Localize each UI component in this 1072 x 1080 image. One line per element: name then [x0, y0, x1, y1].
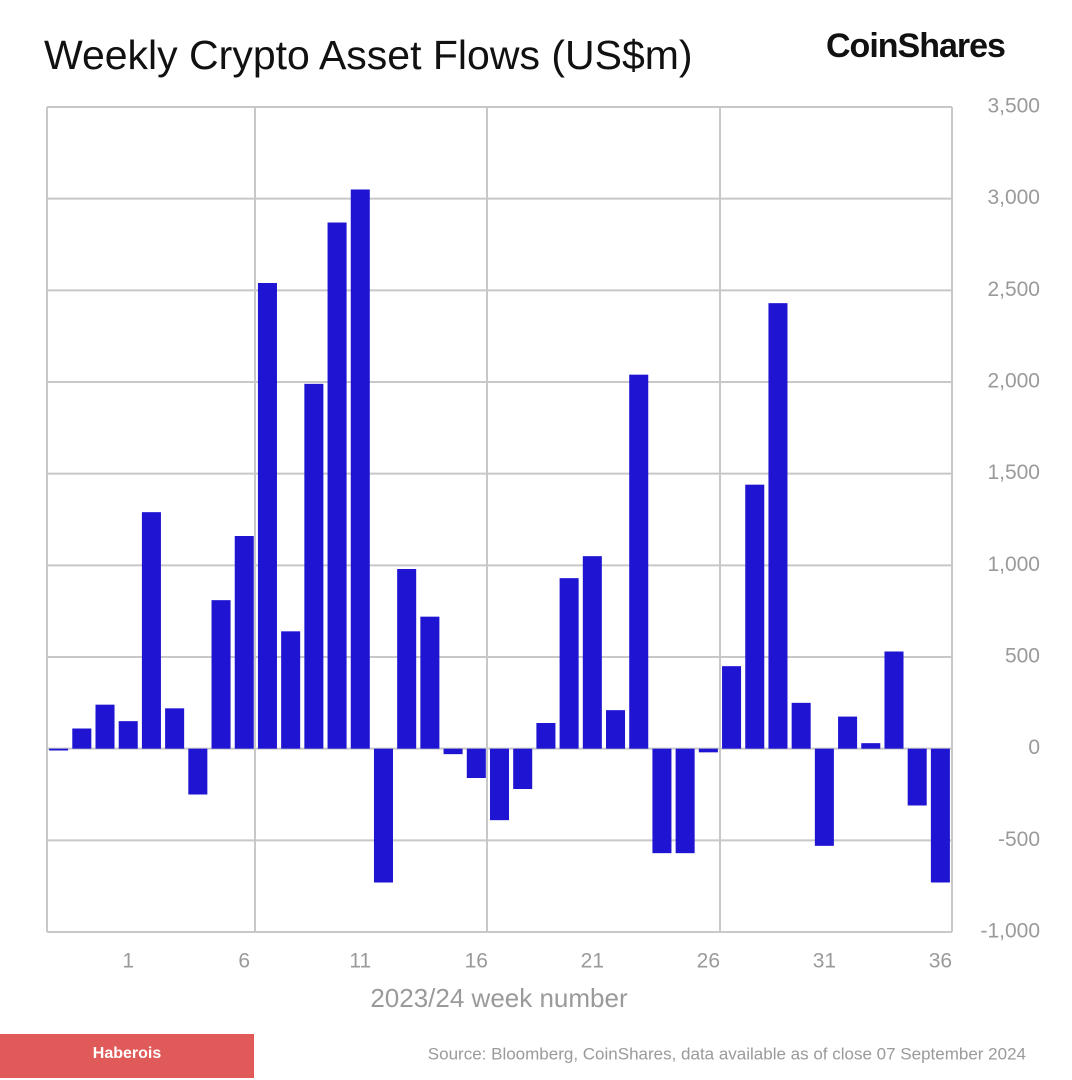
- bar: [629, 374, 649, 749]
- bar: [930, 748, 950, 883]
- bar: [907, 748, 927, 806]
- watermark-box: [0, 1034, 254, 1078]
- x-tick-label: 16: [465, 950, 488, 973]
- bar: [466, 748, 486, 778]
- bar: [141, 512, 161, 749]
- bar: [118, 721, 138, 749]
- y-tick-label: 1,500: [987, 461, 1040, 484]
- bar: [582, 556, 602, 749]
- bar: [443, 748, 463, 755]
- bar: [257, 283, 277, 749]
- bar: [536, 723, 556, 749]
- bar: [675, 748, 695, 854]
- bar: [327, 222, 347, 749]
- bar: [513, 748, 533, 789]
- bar: [698, 748, 718, 753]
- bar: [95, 704, 115, 749]
- y-tick-label: 3,500: [987, 95, 1040, 118]
- bar: [861, 743, 881, 749]
- bar: [72, 728, 92, 749]
- bar: [606, 710, 626, 749]
- bar: [814, 748, 834, 846]
- bar: [165, 708, 185, 749]
- bar: [559, 578, 579, 749]
- brand-logo: CoinShares: [826, 27, 1005, 65]
- bar: [722, 666, 742, 749]
- y-tick-label: 2,500: [987, 278, 1040, 301]
- x-tick-label: 26: [697, 950, 720, 973]
- bar: [838, 716, 858, 749]
- y-tick-label: 500: [1005, 645, 1040, 668]
- x-tick-label: 1: [122, 950, 134, 973]
- bar: [768, 303, 788, 749]
- y-tick-label: 2,000: [987, 370, 1040, 393]
- bar: [420, 616, 440, 749]
- bar: [397, 569, 417, 749]
- bar: [281, 631, 301, 749]
- chart-title: Weekly Crypto Asset Flows (US$m): [44, 32, 693, 78]
- bar: [234, 536, 254, 749]
- bar: [791, 702, 811, 749]
- x-tick-label: 31: [813, 950, 836, 973]
- bar: [350, 189, 370, 749]
- bar: [373, 748, 393, 883]
- bar: [188, 748, 208, 795]
- y-tick-label: 1,000: [987, 553, 1040, 576]
- bar: [489, 748, 510, 821]
- bar: [49, 748, 69, 751]
- y-tick-label: -1,000: [980, 920, 1040, 943]
- bar: [304, 383, 324, 749]
- x-axis-label: 2023/24 week number: [370, 983, 628, 1013]
- x-tick-label: 11: [349, 950, 371, 973]
- vertical-grid: [46, 107, 953, 932]
- bar: [884, 651, 904, 749]
- y-tick-label: 3,000: [987, 186, 1040, 209]
- source-note: Source: Bloomberg, CoinShares, data avai…: [428, 1044, 1026, 1063]
- y-tick-label: -500: [998, 828, 1040, 851]
- watermark: Haberois: [93, 1045, 162, 1062]
- bar: [211, 600, 231, 749]
- bar: [652, 748, 672, 854]
- x-tick-label: 36: [929, 950, 952, 973]
- x-tick-label: 21: [581, 950, 604, 973]
- bar: [745, 484, 765, 749]
- x-tick-label: 6: [238, 950, 250, 973]
- y-tick-label: 0: [1028, 736, 1040, 759]
